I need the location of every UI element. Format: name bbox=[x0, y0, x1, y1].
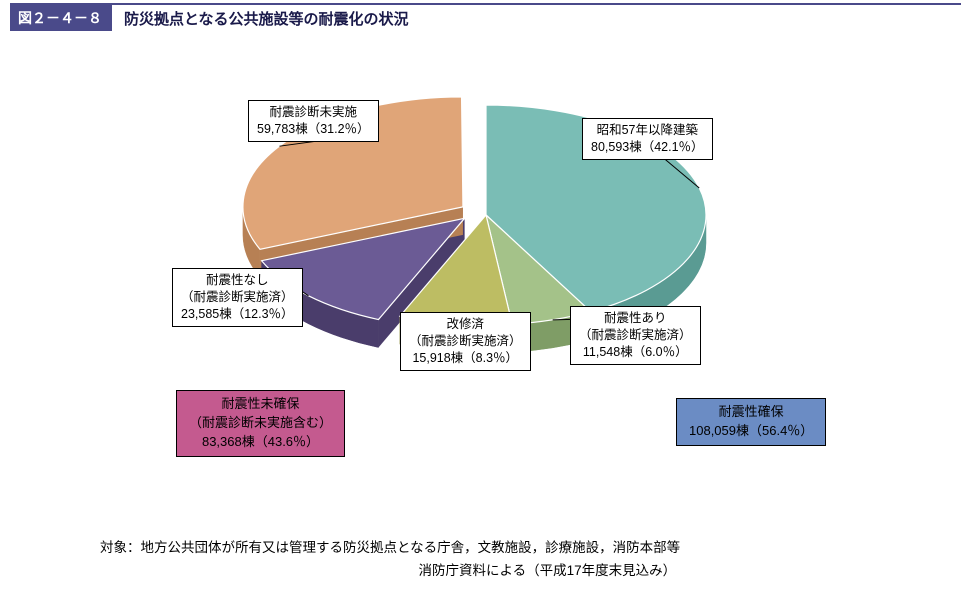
figure-number-badge: 図２－４－８ bbox=[10, 5, 112, 31]
label-s1: 昭和57年以降建築 80,593棟（42.1％） bbox=[582, 118, 713, 160]
figure-title: 防災拠点となる公共施設等の耐震化の状況 bbox=[112, 5, 409, 29]
footnote-line-1: 対象：地方公共団体が所有又は管理する防災拠点となる庁舎，文教施設，診療施設，消防… bbox=[100, 536, 680, 560]
figure-header: 図２－４－８ 防災拠点となる公共施設等の耐震化の状況 bbox=[10, 3, 961, 31]
label-s4: 耐震性なし （耐震診断実施済） 23,585棟（12.3％） bbox=[172, 268, 303, 327]
summary-box-left: 耐震性未確保 （耐震診断未実施含む） 83,368棟（43.6％） bbox=[176, 390, 345, 457]
label-s2: 耐震性あり （耐震診断実施済） 11,548棟（6.0％） bbox=[570, 306, 701, 365]
footnote-line-2: 消防庁資料による（平成17年度末見込み） bbox=[100, 559, 680, 583]
footnote: 対象：地方公共団体が所有又は管理する防災拠点となる庁舎，文教施設，診療施設，消防… bbox=[100, 536, 680, 583]
pie-chart-3d: 昭和57年以降建築 80,593棟（42.1％） 耐震性あり （耐震診断実施済）… bbox=[0, 50, 971, 480]
label-s5: 耐震診断未実施 59,783棟（31.2％） bbox=[248, 100, 379, 142]
label-s3: 改修済 （耐震診断実施済） 15,918棟（8.3％） bbox=[400, 312, 531, 371]
summary-box-right: 耐震性確保 108,059棟（56.4％） bbox=[676, 398, 826, 446]
